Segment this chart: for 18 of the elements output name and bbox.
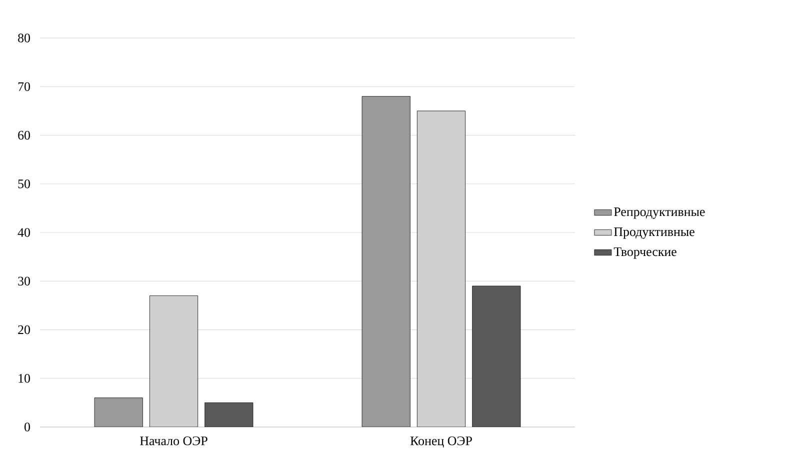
y-tick-label: 20	[18, 325, 30, 334]
y-tick-label: 60	[18, 130, 30, 140]
bar	[362, 96, 410, 427]
y-tick-label: 70	[18, 82, 30, 91]
y-tick-label: 30	[18, 276, 30, 286]
legend-label: Творческие	[614, 247, 676, 259]
bar	[204, 402, 254, 427]
y-tick-label: 10	[18, 374, 30, 383]
legend-label: Репродуктивные	[614, 208, 705, 219]
bar	[94, 398, 143, 427]
x-tick-label: Конец ОЭР	[410, 436, 472, 448]
y-tick-label: 80	[18, 34, 30, 42]
bar	[472, 286, 521, 427]
legend-label: Продуктивные	[614, 227, 694, 239]
x-tick-label: Начало ОЭР	[140, 436, 208, 446]
y-tick-label: 0	[24, 422, 30, 432]
y-tick-label: 40	[18, 228, 30, 237]
y-tick-label: 50	[18, 179, 30, 188]
